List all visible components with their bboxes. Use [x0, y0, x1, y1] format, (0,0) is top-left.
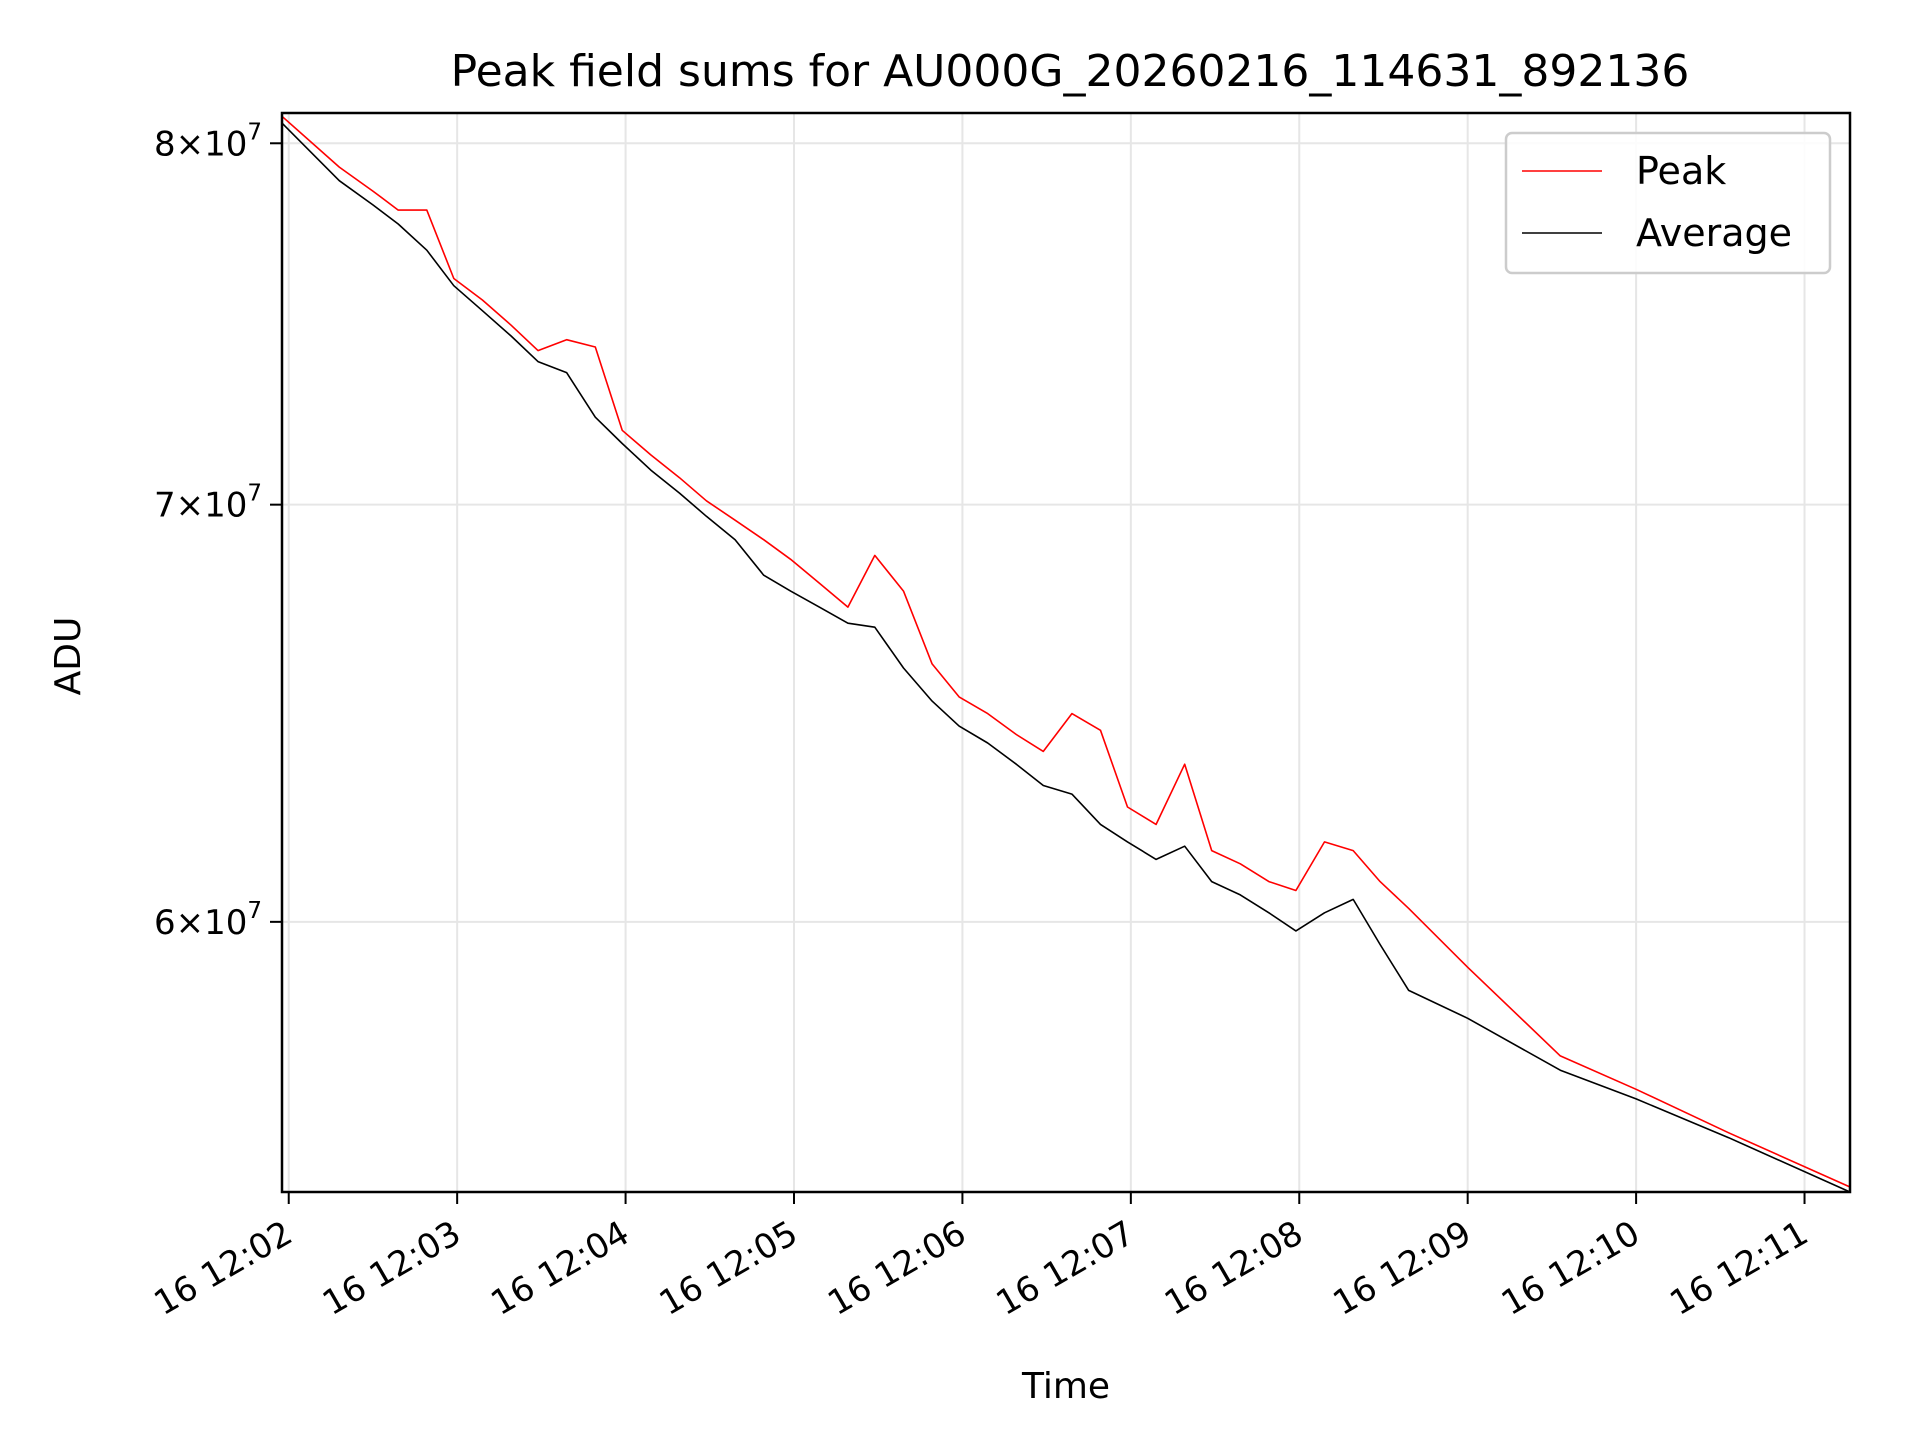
y-axis-ticks: 6×107 7×107 8×107 [154, 119, 282, 943]
chart-title: Peak field sums for AU000G_20260216_1146… [451, 46, 1690, 97]
y-tick-label: 7×107 [154, 481, 262, 526]
legend-label-average: Average [1636, 211, 1792, 255]
y-tick-exponent: 7 [247, 481, 262, 507]
y-tick-label: 8×107 [154, 119, 262, 164]
legend: Peak Average [1504, 131, 1832, 275]
x-tick-label: 16 12:06 [821, 1213, 973, 1324]
x-tick-label: 16 12:03 [316, 1213, 468, 1324]
x-tick-label: 16 12:09 [1326, 1213, 1478, 1324]
y-tick-base: 10 [204, 124, 247, 164]
x-tick-label: 16 12:10 [1495, 1213, 1647, 1324]
legend-box [1504, 131, 1832, 275]
y-tick-mantissa: 6 [154, 903, 176, 943]
series-lines [281, 115, 1851, 1193]
y-axis-label: ADU [48, 617, 89, 696]
y-tick-base: 10 [204, 486, 247, 526]
x-axis-label: Time [1021, 1366, 1110, 1407]
grid [282, 113, 1850, 1192]
y-tick-exponent: 7 [247, 119, 262, 145]
x-tick-label: 16 12:07 [990, 1213, 1142, 1324]
x-tick-label: 16 12:11 [1663, 1213, 1815, 1324]
y-tick-base: 10 [204, 903, 247, 943]
x-tick-label: 16 12:08 [1158, 1213, 1310, 1324]
legend-label-peak: Peak [1636, 149, 1726, 193]
y-tick-exponent: 7 [247, 898, 262, 924]
plot-frame [280, 111, 1852, 1194]
y-tick-mantissa: 8 [154, 124, 176, 164]
y-tick-label: 6×107 [154, 898, 262, 943]
series-line-peak [281, 115, 1851, 1188]
x-tick-label: 16 12:04 [484, 1213, 636, 1324]
x-tick-label: 16 12:02 [148, 1213, 300, 1324]
series-line-average [281, 122, 1851, 1193]
x-tick-label: 16 12:05 [653, 1213, 805, 1324]
y-tick-mantissa: 7 [154, 486, 176, 526]
x-axis-ticks: 16 12:02 16 12:03 16 12:04 16 12:05 16 12:06… [148, 1192, 1815, 1324]
